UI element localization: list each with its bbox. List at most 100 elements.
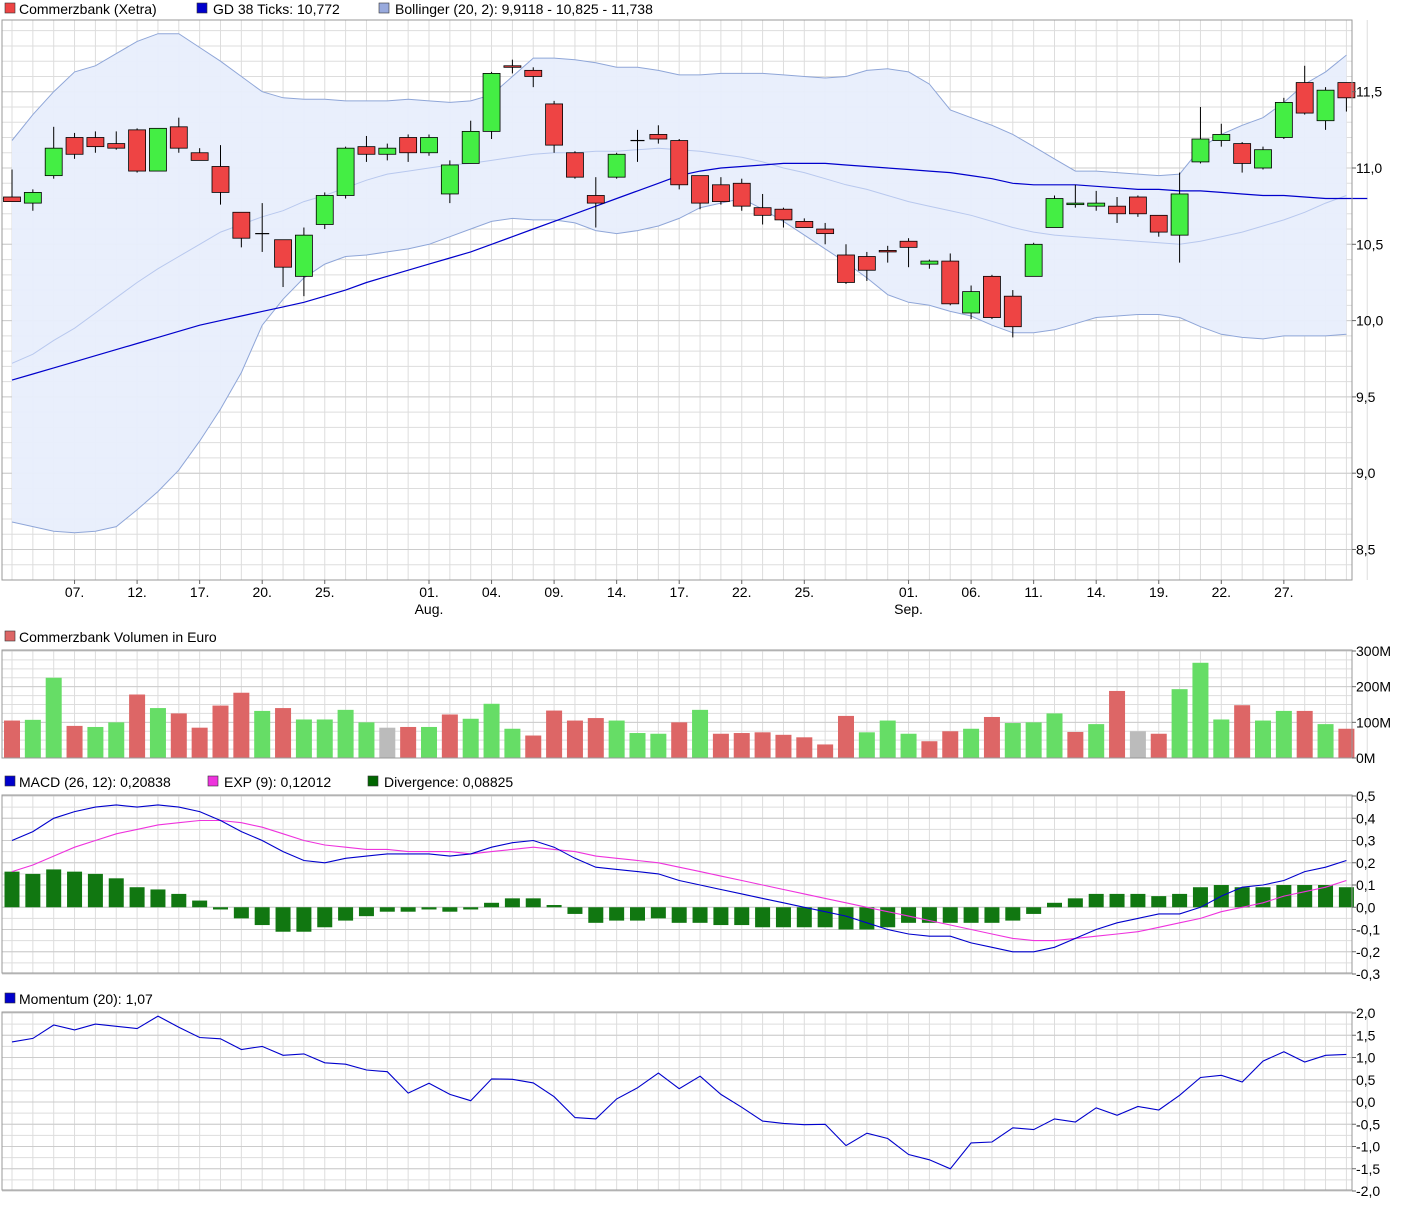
candle-body xyxy=(1087,202,1106,207)
legend-swatch-macd xyxy=(4,775,16,787)
volume-bar xyxy=(858,732,875,758)
legend-swatch-gd xyxy=(196,2,208,14)
volume-bar xyxy=(483,703,500,758)
volume-bar xyxy=(24,719,41,758)
volume-bar xyxy=(942,731,959,758)
candle xyxy=(65,132,84,159)
candle-body xyxy=(607,153,626,178)
candle-body xyxy=(983,275,1001,318)
divergence-bar xyxy=(942,907,958,923)
volume-bar xyxy=(337,709,354,758)
legend-swatch-divergence xyxy=(367,775,379,787)
y-tick-label: 11,0 xyxy=(1356,160,1382,176)
volume-bar xyxy=(692,709,709,758)
candle-body xyxy=(128,129,147,172)
candle xyxy=(149,127,167,172)
candle-body xyxy=(44,147,63,177)
x-tick-label: 17. xyxy=(669,584,688,600)
candle xyxy=(670,139,689,190)
candle-body xyxy=(816,228,835,235)
volume-bar xyxy=(441,714,458,758)
candle-body xyxy=(1233,143,1252,164)
candles xyxy=(3,59,1356,338)
candle xyxy=(255,203,270,252)
volume-bar xyxy=(295,719,312,758)
candle xyxy=(774,207,793,228)
candle-body xyxy=(440,164,459,195)
y-tick-label: 9,5 xyxy=(1356,389,1376,405)
y-tick-label: -2,0 xyxy=(1356,1183,1380,1199)
y-tick-label: 0,3 xyxy=(1356,833,1376,849)
candle-body xyxy=(566,152,584,178)
candle-body xyxy=(649,134,668,140)
volume-bar xyxy=(587,718,604,758)
candle-body xyxy=(1337,82,1356,99)
divergence-bar xyxy=(25,873,41,908)
price-plot-border xyxy=(1,19,1353,581)
divergence-bar xyxy=(859,907,875,930)
divergence-bar xyxy=(921,907,937,923)
volume-bar xyxy=(796,737,813,758)
candle xyxy=(420,134,438,156)
legend-divergence: Divergence: 0,08825 xyxy=(384,774,513,790)
volume-bar xyxy=(879,720,896,758)
candle xyxy=(1149,214,1168,237)
candle-body xyxy=(399,137,418,154)
candle-body xyxy=(420,137,438,154)
candle xyxy=(691,175,709,210)
gd38-line xyxy=(11,162,1368,381)
divergence-bars xyxy=(4,869,1354,932)
volume-bar xyxy=(546,710,563,758)
candle xyxy=(649,125,668,144)
candle-body xyxy=(149,127,167,172)
y-tick-label: -0,2 xyxy=(1356,944,1380,960)
divergence-bar xyxy=(755,907,771,928)
price-panel: Commerzbank (Xetra) GD 38 Ticks: 10,772 … xyxy=(1,1,1383,617)
y-tick-label: 0,1 xyxy=(1356,877,1376,893)
volume-bar xyxy=(1004,723,1021,758)
candle xyxy=(107,131,126,150)
divergence-bar xyxy=(171,893,187,908)
x-tick-label: 25. xyxy=(795,584,814,600)
candle-body xyxy=(232,211,251,239)
candle-body xyxy=(1295,82,1314,114)
divergence-bar xyxy=(1067,898,1083,908)
divergence-bar xyxy=(734,907,750,926)
price-y-axis: 8,5 9,0 9,5 10,0 10,5 11,0 11,5 xyxy=(1352,84,1383,557)
volume-bar xyxy=(817,744,834,758)
volume-bar xyxy=(712,733,729,758)
legend-swatch-volume xyxy=(4,630,16,642)
volume-bar xyxy=(608,720,625,758)
candle xyxy=(607,152,626,179)
candle xyxy=(920,259,939,269)
y-tick-label: 11,5 xyxy=(1356,84,1382,100)
momentum-y-axis: -2,0 -1,5 -1,0 -0,5 0,0 0,5 1,0 1,5 2,0 xyxy=(1352,1005,1380,1199)
candle-body xyxy=(857,256,876,271)
candle-body xyxy=(920,260,939,265)
momentum-line xyxy=(11,1015,1347,1170)
volume-bar xyxy=(66,725,83,758)
divergence-bar xyxy=(1172,893,1188,908)
divergence-bar xyxy=(46,869,62,908)
candle-body xyxy=(378,147,397,155)
volume-bar xyxy=(838,715,854,758)
legend-swatch-price xyxy=(4,2,16,14)
candle xyxy=(566,151,584,179)
candle-body xyxy=(1212,134,1231,141)
divergence-bar xyxy=(463,907,479,910)
candle xyxy=(545,100,563,153)
x-tick-label: 22. xyxy=(1212,584,1231,600)
candle xyxy=(461,120,480,164)
candle-body xyxy=(1066,202,1085,206)
divergence-bar xyxy=(713,907,729,926)
divergence-bar xyxy=(838,907,854,930)
divergence-bar xyxy=(1255,887,1271,908)
volume-panel: Commerzbank Volumen in Euro 0M 100M 200M 30… xyxy=(1,629,1391,766)
candle xyxy=(1212,123,1231,147)
y-tick-label: -1,0 xyxy=(1356,1139,1380,1155)
momentum-legend: Momentum (20): 1,07 xyxy=(4,991,153,1007)
x-tick-label: 14. xyxy=(607,584,626,600)
volume-bar xyxy=(149,708,166,758)
candle xyxy=(1003,290,1022,338)
